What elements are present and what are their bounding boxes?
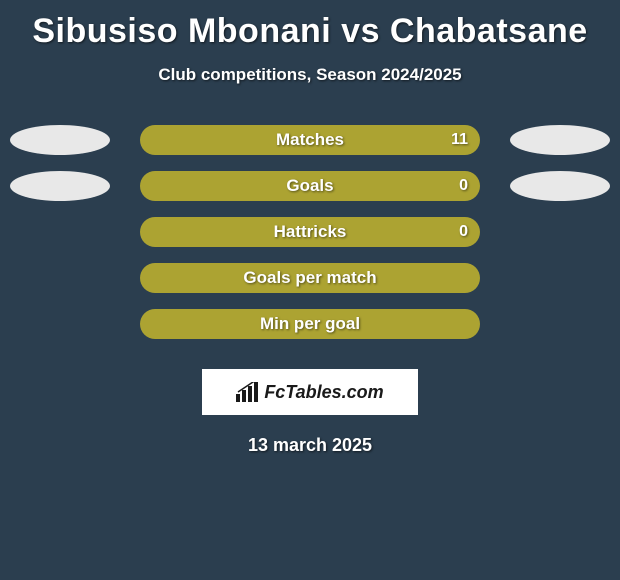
stat-label: Goals — [286, 176, 333, 196]
subtitle: Club competitions, Season 2024/2025 — [158, 65, 461, 85]
stat-label: Goals per match — [243, 268, 376, 288]
spacer — [10, 263, 110, 293]
spacer — [10, 309, 110, 339]
stat-value: 0 — [459, 223, 468, 241]
spacer — [10, 217, 110, 247]
comparison-card: Sibusiso Mbonani vs Chabatsane Club comp… — [0, 0, 620, 456]
brand-badge: FcTables.com — [202, 369, 418, 415]
stat-value: 11 — [451, 131, 468, 149]
right-marker — [510, 125, 610, 155]
stat-row-matches: Matches 11 — [0, 125, 620, 155]
stat-bar: Matches 11 — [140, 125, 480, 155]
spacer — [510, 309, 610, 339]
stat-value: 0 — [459, 177, 468, 195]
stat-row-min-per-goal: Min per goal — [0, 309, 620, 339]
spacer — [510, 217, 610, 247]
stat-bar: Min per goal — [140, 309, 480, 339]
chart-icon — [236, 382, 258, 402]
stat-label: Matches — [276, 130, 344, 150]
stat-row-hattricks: Hattricks 0 — [0, 217, 620, 247]
stat-bar: Hattricks 0 — [140, 217, 480, 247]
stat-row-goals: Goals 0 — [0, 171, 620, 201]
left-marker — [10, 125, 110, 155]
stat-bar: Goals 0 — [140, 171, 480, 201]
date-label: 13 march 2025 — [248, 435, 372, 456]
left-marker — [10, 171, 110, 201]
stat-row-goals-per-match: Goals per match — [0, 263, 620, 293]
stat-label: Min per goal — [260, 314, 360, 334]
brand-text: FcTables.com — [264, 382, 383, 403]
page-title: Sibusiso Mbonani vs Chabatsane — [32, 12, 587, 51]
spacer — [510, 263, 610, 293]
right-marker — [510, 171, 610, 201]
stat-label: Hattricks — [274, 222, 347, 242]
stat-bar: Goals per match — [140, 263, 480, 293]
